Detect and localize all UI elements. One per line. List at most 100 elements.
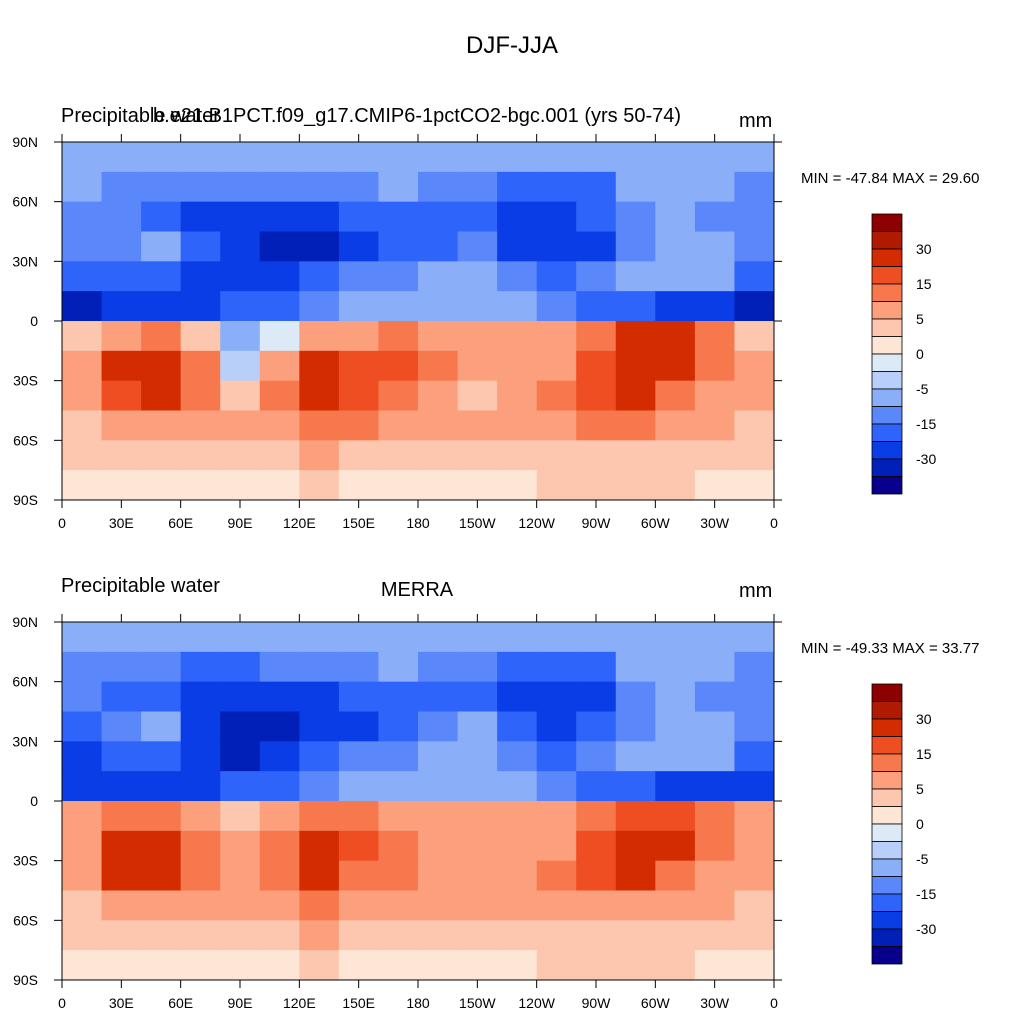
field-cell bbox=[497, 801, 538, 832]
field-cell bbox=[62, 890, 103, 921]
field-cell bbox=[497, 771, 538, 802]
colorbar-box bbox=[871, 683, 903, 702]
field-cell bbox=[576, 890, 617, 921]
field-cell bbox=[536, 950, 577, 980]
field-cell bbox=[299, 801, 340, 832]
field-cell bbox=[576, 380, 617, 412]
field-cell bbox=[615, 350, 656, 382]
field-cell bbox=[457, 410, 498, 441]
field-cell bbox=[338, 622, 380, 653]
field-cell bbox=[615, 622, 656, 653]
field-cell bbox=[457, 231, 498, 262]
field-cell bbox=[101, 830, 142, 862]
colorbar-box bbox=[871, 806, 903, 825]
field-cell bbox=[259, 350, 300, 382]
field-cell bbox=[615, 860, 656, 892]
field-cell bbox=[299, 860, 340, 892]
field-cell bbox=[418, 470, 459, 500]
field-cell bbox=[418, 860, 459, 892]
x-tick-label: 30W bbox=[700, 515, 730, 531]
field-cell bbox=[141, 291, 182, 322]
field-cell bbox=[141, 171, 182, 203]
field-cell bbox=[734, 171, 774, 203]
field-cell bbox=[457, 651, 498, 683]
colorbar-box bbox=[871, 441, 903, 460]
field-cell bbox=[220, 171, 261, 203]
field-cell bbox=[576, 860, 617, 892]
field-cell bbox=[259, 201, 300, 233]
field-cell bbox=[299, 201, 340, 233]
y-tick-label: 0 bbox=[30, 793, 38, 809]
field-cell bbox=[615, 771, 656, 802]
field-cell bbox=[259, 860, 300, 892]
colorbar-box bbox=[871, 876, 903, 895]
field-cell bbox=[576, 291, 617, 322]
y-tick-label: 30N bbox=[12, 253, 38, 269]
field-cell bbox=[180, 261, 221, 292]
field-cell bbox=[418, 291, 459, 322]
x-tick-label: 60W bbox=[641, 995, 671, 1011]
colorbar-label: -5 bbox=[916, 381, 929, 397]
field-cell bbox=[299, 470, 340, 500]
field-cell bbox=[615, 920, 656, 951]
field-cell bbox=[457, 950, 498, 980]
colorbar-label: -15 bbox=[916, 416, 936, 432]
field-cell bbox=[655, 350, 696, 382]
field-cell bbox=[694, 142, 736, 173]
field-cell bbox=[180, 681, 221, 713]
x-tick-label: 0 bbox=[770, 515, 778, 531]
field-cell bbox=[378, 651, 419, 683]
field-cell bbox=[62, 801, 103, 832]
x-tick-label: 60E bbox=[168, 515, 193, 531]
x-tick-label: 150E bbox=[342, 515, 375, 531]
field-cell bbox=[497, 651, 538, 683]
field-cell bbox=[299, 651, 340, 683]
field-cell bbox=[536, 622, 577, 653]
field-cell bbox=[378, 261, 419, 292]
field-cell bbox=[338, 860, 380, 892]
field-cell bbox=[220, 920, 261, 951]
field-cell bbox=[62, 950, 103, 980]
field-cell bbox=[615, 950, 656, 980]
field-cell bbox=[418, 741, 459, 772]
field-cell bbox=[141, 410, 182, 441]
field-cell bbox=[418, 711, 459, 742]
field-cell bbox=[734, 771, 774, 802]
field-cell bbox=[299, 231, 340, 262]
colorbar-label: 15 bbox=[916, 276, 932, 292]
field-cell bbox=[655, 622, 696, 653]
field-cell bbox=[101, 440, 142, 471]
field-cell bbox=[378, 380, 419, 412]
field-cell bbox=[338, 380, 380, 412]
field-cell bbox=[338, 142, 380, 173]
field-cell bbox=[418, 681, 459, 713]
x-tick-label: 120E bbox=[283, 995, 316, 1011]
field-cell bbox=[576, 440, 617, 471]
field-cell bbox=[734, 890, 774, 921]
field-cell bbox=[378, 681, 419, 713]
field-cell bbox=[141, 711, 182, 742]
colorbar-box bbox=[871, 911, 903, 930]
field-cell bbox=[418, 231, 459, 262]
field-cell bbox=[615, 440, 656, 471]
field-cell bbox=[378, 171, 419, 203]
field-cell bbox=[101, 920, 142, 951]
field-cell bbox=[418, 771, 459, 802]
field-cell bbox=[576, 950, 617, 980]
field-cell bbox=[259, 950, 300, 980]
colorbar-box bbox=[871, 753, 903, 772]
field-cell bbox=[694, 410, 736, 441]
field-cell bbox=[576, 622, 617, 653]
field-cell bbox=[418, 950, 459, 980]
field-cell bbox=[418, 801, 459, 832]
field-cell bbox=[418, 830, 459, 862]
field-cell bbox=[180, 171, 221, 203]
field-cell bbox=[299, 622, 340, 653]
field-cell bbox=[576, 681, 617, 713]
field-cell bbox=[299, 920, 340, 951]
x-tick-label: 30W bbox=[700, 995, 730, 1011]
field-cell bbox=[338, 291, 380, 322]
field-cell bbox=[101, 410, 142, 441]
y-tick-label: 90N bbox=[12, 134, 38, 150]
field-cell bbox=[220, 801, 261, 832]
